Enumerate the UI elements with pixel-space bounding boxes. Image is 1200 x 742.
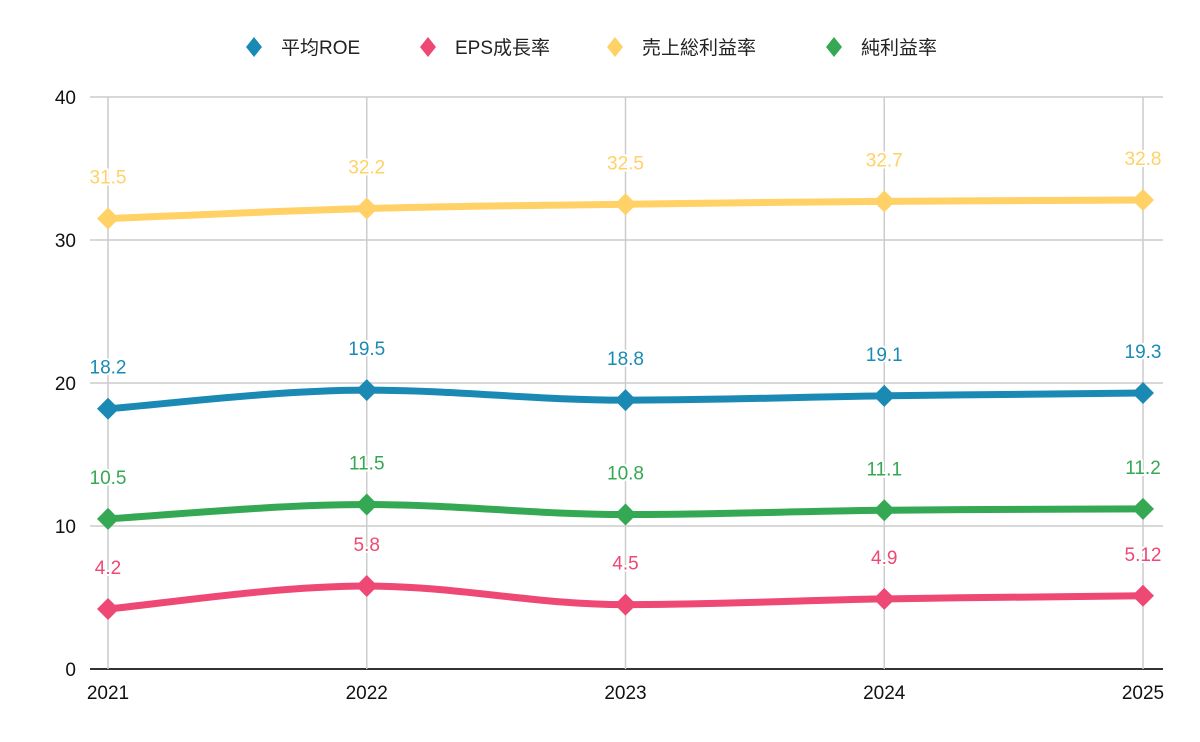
x-tick-label: 2022 [346, 683, 388, 704]
x-tick-label: 2024 [863, 683, 906, 704]
y-tick-label: 30 [55, 231, 76, 252]
legend-label: 純利益率 [861, 37, 937, 59]
data-point-marker [1132, 188, 1154, 211]
legend-item[interactable]: EPS成長率 [420, 37, 550, 59]
data-point-marker [1132, 497, 1154, 520]
series-0 [97, 379, 1154, 420]
legend-diamond-icon [826, 37, 842, 57]
data-label: 31.5 [90, 168, 127, 189]
data-point-marker [97, 207, 119, 230]
data-labels: 31.5 32.2 32.5 32.7 32.8 18.2 19.5 18.8 19.1 19.3… [88, 147, 1164, 581]
data-label: 4.9 [871, 548, 897, 569]
legend: 平均ROE EPS成長率 売上総利益率 純利益率 [246, 37, 937, 59]
data-label: 11.1 [866, 459, 902, 480]
data-label: 4.5 [612, 554, 638, 575]
data-label: 18.2 [90, 358, 127, 379]
data-point-marker [355, 379, 378, 402]
series-group [97, 188, 1154, 620]
y-tick-label: 40 [55, 88, 76, 109]
legend-item[interactable]: 平均ROE [246, 37, 360, 59]
data-label: 11.5 [349, 454, 385, 475]
data-point-marker [873, 587, 896, 610]
y-tick-label: 0 [65, 660, 76, 681]
legend-label: 平均ROE [281, 37, 360, 59]
data-point-marker [873, 384, 896, 407]
data-label: 5.12 [1125, 545, 1162, 566]
series-3 [97, 493, 1154, 530]
data-point-marker [97, 397, 119, 420]
data-label: 32.5 [607, 153, 644, 174]
data-label: 18.8 [607, 349, 644, 370]
data-point-marker [1132, 584, 1154, 607]
data-point-marker [614, 193, 637, 216]
x-tick-label: 2021 [87, 683, 129, 704]
x-tick-label: 2023 [604, 683, 646, 704]
data-point-marker [614, 503, 637, 526]
series-2 [97, 188, 1154, 230]
data-point-marker [614, 593, 637, 616]
data-label: 5.8 [354, 535, 380, 556]
grid [90, 96, 1163, 670]
data-label: 32.2 [348, 158, 385, 179]
data-label: 11.2 [1125, 458, 1161, 479]
legend-diamond-icon [420, 37, 436, 57]
data-label: 19.3 [1125, 342, 1162, 363]
data-label: 10.5 [90, 468, 127, 489]
legend-diamond-icon [607, 37, 623, 57]
data-label: 32.7 [866, 150, 903, 171]
y-axis-ticks: 0 10 20 30 40 [55, 88, 76, 681]
data-point-marker [355, 197, 378, 220]
legend-label: EPS成長率 [455, 37, 550, 59]
series-1 [97, 575, 1154, 620]
data-label: 19.1 [866, 345, 903, 366]
data-point-marker [873, 499, 896, 522]
data-point-marker [873, 190, 896, 213]
data-label: 4.2 [95, 558, 121, 579]
legend-item[interactable]: 純利益率 [826, 37, 937, 59]
data-label: 32.8 [1125, 149, 1162, 170]
data-label: 19.5 [348, 339, 385, 360]
legend-item[interactable]: 売上総利益率 [607, 37, 756, 59]
y-tick-label: 10 [55, 517, 76, 538]
legend-diamond-icon [246, 37, 262, 57]
data-point-marker [97, 507, 119, 530]
y-tick-label: 20 [55, 374, 76, 395]
data-point-marker [97, 597, 119, 620]
data-point-marker [355, 575, 378, 598]
data-label: 10.8 [607, 464, 644, 485]
legend-label: 売上総利益率 [642, 37, 756, 59]
data-point-marker [355, 493, 378, 516]
x-axis-ticks: 2021 2022 2023 2024 2025 [87, 683, 1164, 704]
x-tick-label: 2025 [1122, 683, 1164, 704]
data-point-marker [1132, 382, 1154, 405]
data-point-marker [614, 389, 637, 412]
